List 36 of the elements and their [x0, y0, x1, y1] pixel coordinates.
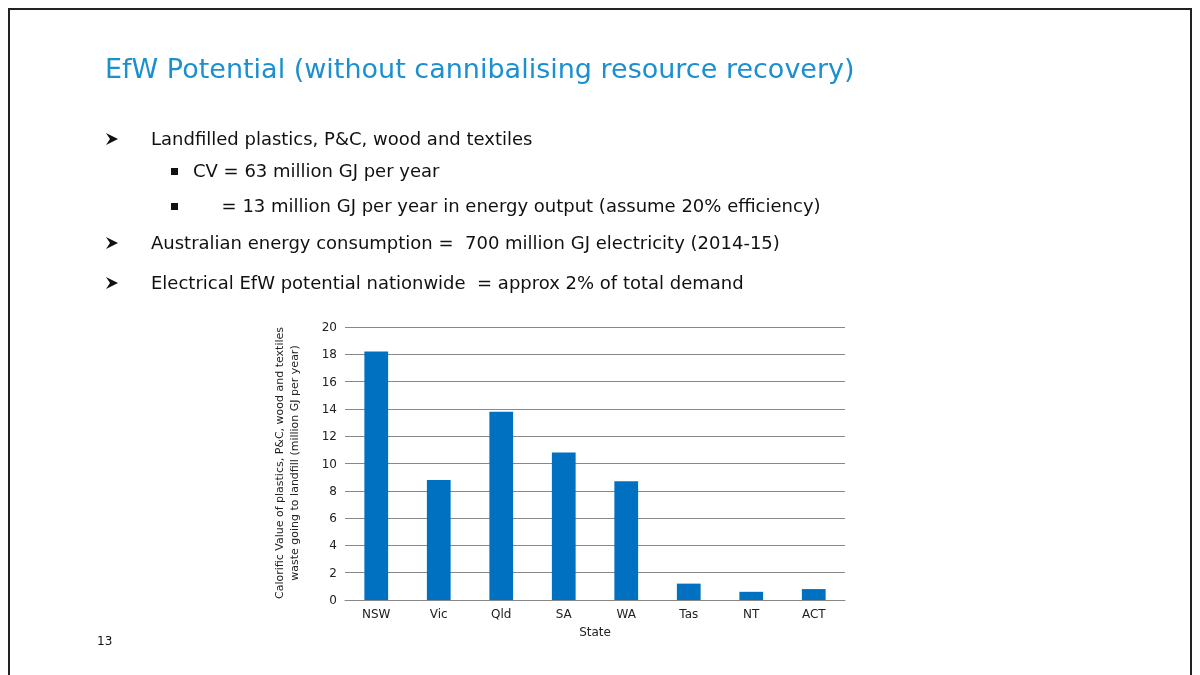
y-tick-label: 6: [329, 511, 337, 526]
y-tick-label: 12: [321, 429, 337, 444]
x-tick-label: Tas: [678, 607, 699, 621]
y-tick-label: 10: [321, 456, 337, 471]
x-tick-label: Vic: [429, 607, 448, 621]
y-axis-title: Calorific Value of plastics, P&C, wood and textiles waste going to landfill (million GJ per year): [272, 326, 302, 602]
bar: [364, 351, 389, 600]
y-tick-label: 8: [329, 483, 337, 498]
text: CV = 63 million GJ per year: [193, 160, 440, 181]
y-tick-label: 14: [321, 401, 337, 416]
bar: [551, 452, 576, 600]
x-tick-label: WA: [616, 607, 637, 621]
text: = 13 million GJ per year in energy output (assume 20% efficiency): [220, 195, 821, 216]
text: 13: [97, 634, 113, 648]
x-tick-label: NSW: [362, 607, 391, 621]
y-tick-label: 16: [321, 374, 337, 389]
y-tick-label: 20: [321, 320, 337, 334]
y-tick-label: 0: [329, 593, 337, 607]
chart-title: EfW Potential (without cannibalising resource recovery): [105, 53, 855, 84]
x-tick-label: Qld: [491, 607, 512, 621]
x-tick-label: ACT: [801, 607, 827, 621]
bar: [489, 411, 514, 600]
text: Landfilled plastics, P&C, wood and textiles: [151, 128, 533, 149]
bar: [739, 591, 764, 600]
bar: [426, 479, 451, 600]
y-tick-label: 4: [329, 538, 337, 553]
bar: [676, 583, 701, 600]
y-tick-label: 2: [329, 565, 337, 580]
x-tick-label: NT: [743, 607, 761, 621]
x-axis-title: State: [579, 625, 611, 639]
bar: [801, 589, 826, 600]
y-tick-label: 18: [321, 347, 337, 362]
text: Australian energy consumption = 700 million GJ electricity (2014-15): [151, 232, 780, 253]
bar: [614, 481, 639, 600]
x-tick-label: SA: [555, 607, 573, 621]
text: Electrical EfW potential nationwide = approx 2% of total demand: [151, 272, 744, 293]
